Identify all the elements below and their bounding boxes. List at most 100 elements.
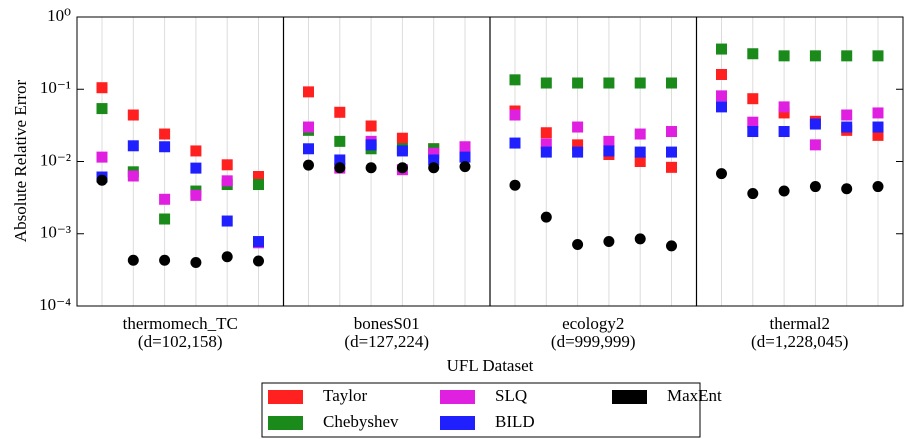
x-tick-label: bonesS01 — [354, 314, 420, 333]
point — [334, 106, 346, 118]
point — [841, 183, 853, 195]
point — [778, 107, 790, 119]
legend-swatch — [612, 390, 647, 404]
x-tick-sublabel: (d=999,999) — [551, 332, 636, 351]
point — [428, 162, 440, 174]
point — [666, 146, 677, 158]
legend-label: SLQ — [495, 386, 527, 405]
point — [603, 145, 615, 157]
point — [459, 161, 471, 173]
point — [334, 162, 346, 174]
point — [666, 126, 677, 138]
point — [841, 50, 853, 62]
point — [221, 175, 233, 187]
x-tick-sublabel: (d=127,224) — [344, 332, 429, 351]
legend-label: MaxEnt — [667, 386, 722, 405]
point — [459, 151, 471, 163]
legend-label: BILD — [495, 412, 535, 431]
point — [190, 162, 202, 174]
x-tick-sublabel: (d=1,228,045) — [751, 332, 848, 351]
x-tick-label: ecology2 — [562, 314, 624, 333]
point — [334, 135, 346, 147]
point — [303, 159, 314, 171]
point — [634, 146, 646, 158]
point — [540, 77, 552, 89]
point — [253, 170, 264, 182]
point — [716, 43, 727, 55]
point — [509, 109, 521, 121]
point — [221, 159, 233, 171]
point — [872, 181, 884, 193]
point — [96, 82, 108, 94]
point — [540, 146, 552, 158]
point — [428, 147, 440, 159]
point — [716, 69, 727, 81]
point — [253, 179, 264, 191]
point — [221, 251, 233, 263]
point — [253, 255, 264, 267]
point — [716, 90, 727, 102]
legend-swatch — [440, 390, 475, 404]
point — [666, 161, 677, 173]
legend-swatch — [440, 416, 475, 430]
point — [572, 139, 584, 151]
point — [634, 233, 646, 245]
x-tick-label: thermal2 — [770, 314, 830, 333]
point — [303, 86, 314, 98]
point — [509, 74, 521, 86]
point — [747, 116, 759, 128]
point — [396, 145, 408, 157]
point — [303, 121, 314, 133]
point — [841, 109, 853, 121]
point — [127, 254, 139, 266]
point — [428, 154, 440, 166]
point — [540, 127, 552, 139]
point — [127, 140, 139, 152]
point — [872, 129, 884, 141]
point — [572, 121, 584, 133]
point — [509, 179, 521, 191]
point — [778, 185, 790, 197]
point — [127, 109, 139, 121]
point — [96, 151, 108, 163]
point — [540, 211, 552, 223]
y-axis-title: Absolute Relative Error — [11, 79, 30, 242]
point — [365, 120, 377, 132]
x-tick-sublabel: (d=102,158) — [138, 332, 223, 351]
point — [365, 139, 377, 151]
point — [666, 77, 677, 89]
x-axis-title: UFL Dataset — [447, 356, 534, 375]
point — [809, 181, 821, 193]
point — [572, 77, 584, 89]
point — [809, 118, 821, 130]
point — [666, 240, 677, 252]
point — [572, 146, 584, 158]
point — [572, 238, 584, 250]
point — [716, 101, 727, 113]
point — [396, 132, 408, 144]
point — [190, 257, 202, 269]
point — [459, 141, 471, 153]
point — [190, 189, 202, 201]
point — [603, 135, 615, 147]
point — [603, 77, 615, 89]
point — [159, 254, 171, 266]
y-tick-label: 10⁻¹ — [40, 78, 71, 97]
point — [778, 126, 790, 138]
legend-label: Chebyshev — [323, 412, 399, 431]
point — [159, 128, 171, 140]
point — [509, 137, 521, 149]
legend-label: Taylor — [323, 386, 367, 405]
point — [716, 168, 727, 180]
point — [841, 121, 853, 133]
point — [365, 162, 377, 174]
y-tick-label: 10⁰ — [47, 6, 71, 25]
point — [747, 188, 759, 200]
y-tick-label: 10⁻² — [40, 150, 71, 169]
point — [634, 77, 646, 89]
point — [96, 174, 108, 186]
point — [603, 236, 615, 248]
point — [872, 50, 884, 62]
